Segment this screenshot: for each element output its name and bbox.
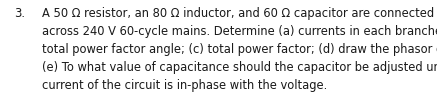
Text: total power factor angle; (c) total power factor; (d) draw the phasor diagram.: total power factor angle; (c) total powe… xyxy=(42,43,437,56)
Text: (e) To what value of capacitance should the capacitor be adjusted until the: (e) To what value of capacitance should … xyxy=(42,61,437,74)
Text: across 240 V 60-cycle mains. Determine (a) currents in each branches; (b): across 240 V 60-cycle mains. Determine (… xyxy=(42,25,437,38)
Text: 3.: 3. xyxy=(14,7,25,20)
Text: A 50 Ω resistor, an 80 Ω inductor, and 60 Ω capacitor are connected in parallel: A 50 Ω resistor, an 80 Ω inductor, and 6… xyxy=(42,7,437,20)
Text: current of the circuit is in-phase with the voltage.: current of the circuit is in-phase with … xyxy=(42,79,327,92)
